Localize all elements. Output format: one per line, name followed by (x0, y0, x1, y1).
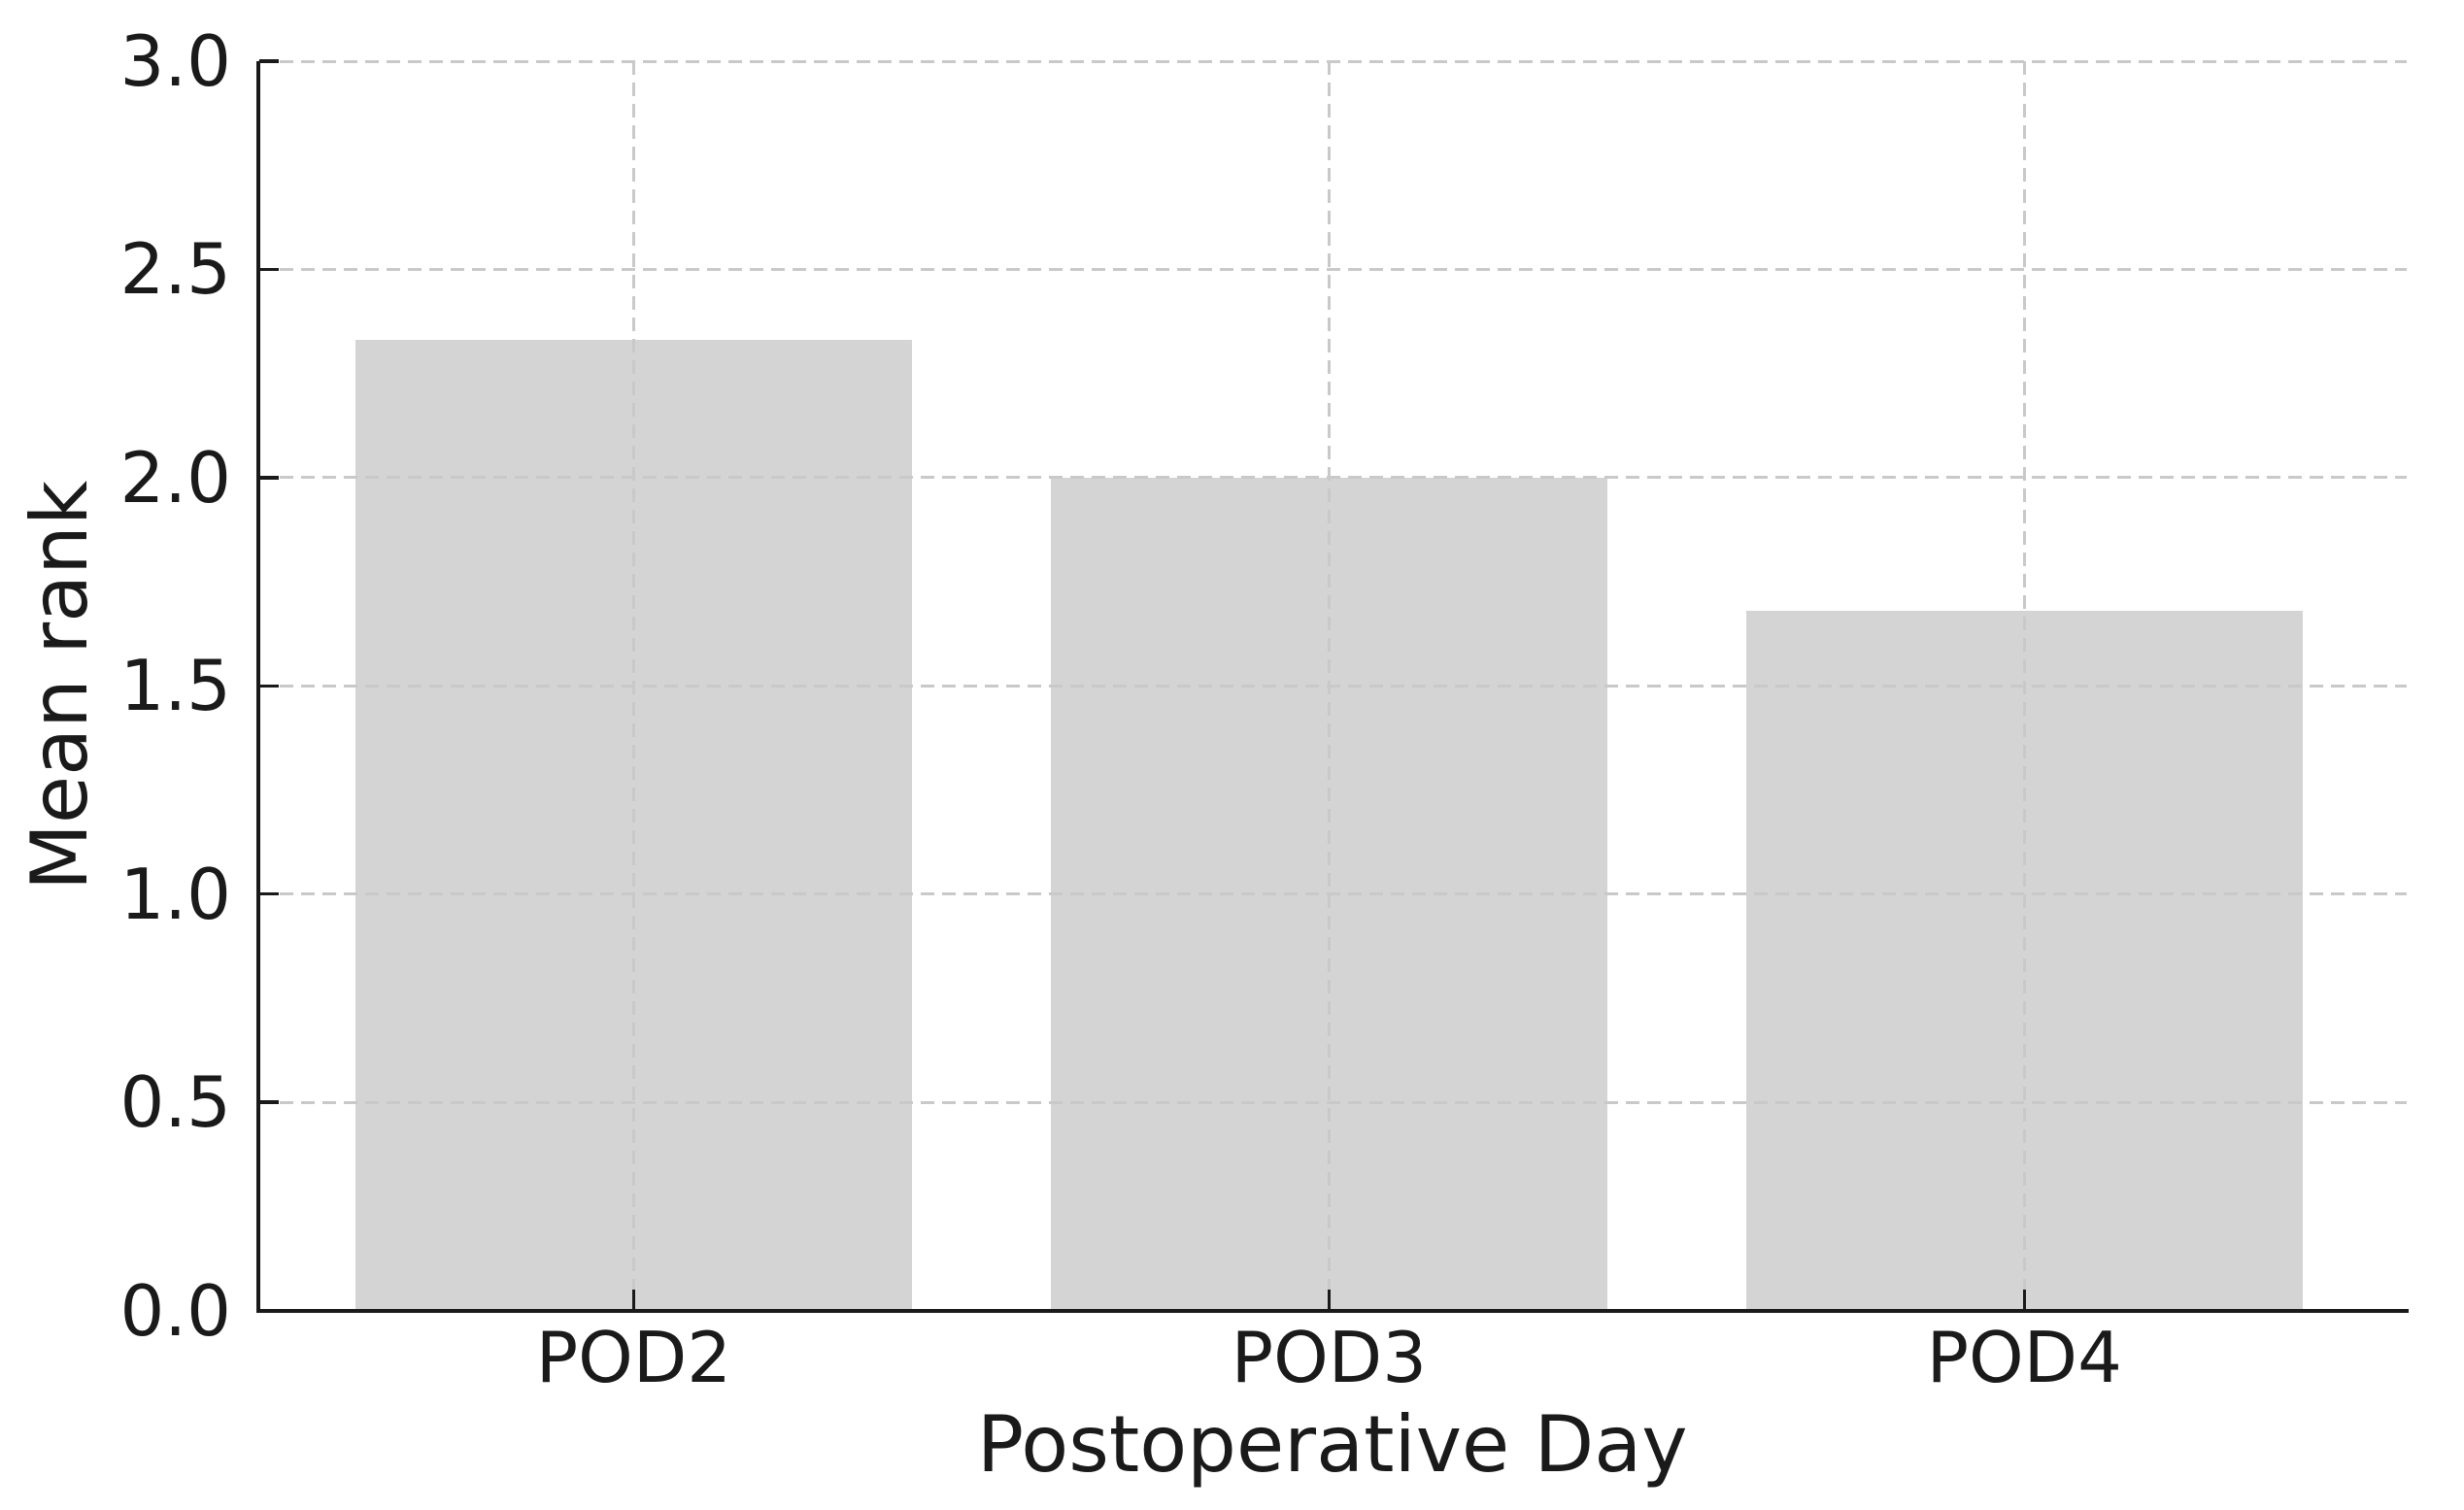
h-gridline-1.5 (257, 684, 2407, 688)
y-tick-2.5 (259, 267, 279, 272)
x-tick-label-pod4: POD4 (1926, 1317, 2122, 1398)
y-tick-1.5 (259, 684, 279, 688)
x-axis-spine (255, 1308, 2409, 1313)
y-axis-spine (255, 61, 260, 1313)
y-tick-label-3.0: 3.0 (119, 20, 231, 102)
y-tick-label-2.5: 2.5 (119, 228, 231, 311)
y-tick-2.0 (259, 476, 279, 480)
y-tick-label-2.0: 2.0 (119, 436, 231, 519)
v-gridline-pod2 (631, 61, 635, 1311)
h-gridline-2.5 (257, 267, 2407, 271)
h-gridline-2.0 (257, 476, 2407, 480)
h-gridline-1.0 (257, 892, 2407, 896)
h-gridline-0.5 (257, 1100, 2407, 1104)
x-tick-label-pod3: POD3 (1231, 1317, 1428, 1398)
y-tick-1.0 (259, 891, 279, 896)
x-axis-title: Postoperative Day (976, 1399, 1688, 1490)
v-gridline-pod4 (2022, 61, 2026, 1311)
y-tick-label-1.5: 1.5 (119, 645, 231, 727)
x-tick-pod4 (2022, 1290, 2026, 1309)
h-gridline-3.0 (257, 59, 2407, 63)
x-tick-pod3 (1327, 1290, 1332, 1309)
y-tick-0.5 (259, 1100, 279, 1104)
y-tick-label-0.5: 0.5 (119, 1061, 231, 1144)
y-tick-label-1.0: 1.0 (119, 853, 231, 935)
y-tick-3.0 (259, 59, 279, 63)
x-tick-label-pod2: POD2 (535, 1317, 732, 1398)
y-tick-label-0.0: 0.0 (119, 1269, 231, 1352)
v-gridline-pod3 (1327, 61, 1331, 1311)
x-tick-pod2 (631, 1290, 636, 1309)
y-axis-title: Mean rank (15, 481, 105, 891)
y-tick-0.0 (259, 1308, 279, 1313)
